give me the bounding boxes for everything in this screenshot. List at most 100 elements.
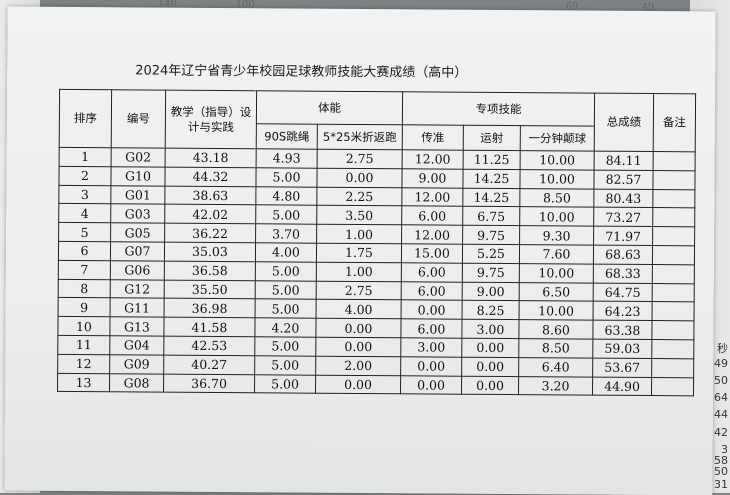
results-body: 1 G02 43.18 4.93 2.75 12.00 11.25 10.00 84.11 2 G1… <box>57 147 696 397</box>
cell-rank: 5 <box>58 222 111 242</box>
cell-teaching: 42.53 <box>163 336 255 356</box>
cell-rank: 7 <box>58 260 111 280</box>
cell-dribble: 0.00 <box>461 338 519 358</box>
background-number: 3 <box>721 443 728 456</box>
cell-rope: 4.80 <box>255 186 317 206</box>
cell-rank: 6 <box>58 241 111 261</box>
cell-juggle: 3.20 <box>518 376 593 396</box>
cell-rope: 5.00 <box>254 374 316 394</box>
header-teaching: 教学（指导）设计与实践 <box>165 90 257 149</box>
cell-teaching: 36.58 <box>164 260 256 281</box>
cell-pass: 3.00 <box>400 337 462 357</box>
cell-dribble: 5.25 <box>462 244 520 264</box>
cell-code: G09 <box>109 354 164 374</box>
cell-teaching: 35.03 <box>164 242 256 262</box>
cell-teaching: 38.63 <box>164 185 256 206</box>
cell-rope: 4.20 <box>254 317 317 338</box>
cell-rank: 13 <box>57 372 110 393</box>
cell-juggle: 10.00 <box>519 300 594 321</box>
header-code: 编号 <box>111 89 166 149</box>
cell-remark <box>652 226 695 246</box>
header-juggle: 一分钟颠球 <box>520 125 595 152</box>
cell-remark <box>652 207 695 228</box>
cell-juggle: 6.50 <box>519 282 594 302</box>
background-number: 31 <box>714 478 728 491</box>
cell-rank: 10 <box>57 316 111 336</box>
cell-code: G12 <box>110 279 165 299</box>
background-number: 64 <box>714 391 728 404</box>
cell-run: 2.25 <box>316 186 402 207</box>
cell-pass: 0.00 <box>401 300 463 320</box>
cell-pass: 12.00 <box>402 149 464 170</box>
cell-remark <box>652 283 695 303</box>
header-dribble: 运射 <box>463 125 521 151</box>
cell-teaching: 44.32 <box>164 166 257 187</box>
cell-teaching: 36.70 <box>163 373 255 394</box>
cell-rope: 4.00 <box>255 242 317 262</box>
cell-rope: 3.70 <box>255 223 317 244</box>
background-number: 秒 <box>717 342 728 355</box>
background-number: 49 <box>641 1 655 14</box>
cell-rank: 4 <box>58 203 111 223</box>
header-total: 总成绩 <box>594 93 654 152</box>
cell-rank: 11 <box>57 335 110 355</box>
background-number: 50 <box>714 374 728 387</box>
cell-pass: 12.00 <box>401 187 463 207</box>
cell-rope: 5.00 <box>254 355 316 375</box>
background-number: 44 <box>714 408 728 421</box>
cell-code: G07 <box>110 241 165 261</box>
cell-rope: 5.00 <box>254 336 316 356</box>
cell-total: 71.97 <box>593 226 653 246</box>
cell-teaching: 43.18 <box>165 148 257 168</box>
cell-rank: 12 <box>57 354 110 374</box>
background-number: 49 <box>714 357 728 370</box>
cell-juggle: 7.60 <box>519 244 594 264</box>
cell-juggle: 8.60 <box>518 319 594 340</box>
cell-code: G02 <box>111 147 166 167</box>
cell-total: 53.67 <box>592 357 652 378</box>
cell-rank: 8 <box>58 278 111 299</box>
cell-total: 68.33 <box>593 263 653 284</box>
cell-juggle: 10.00 <box>520 150 595 170</box>
cell-juggle: 8.50 <box>519 188 594 208</box>
cell-code: G05 <box>110 222 165 243</box>
cell-pass: 15.00 <box>401 243 463 263</box>
header-fitness: 体能 <box>256 90 403 125</box>
cell-teaching: 41.58 <box>163 317 256 337</box>
cell-pass: 0.00 <box>400 375 462 395</box>
background-number: 140 <box>157 0 177 10</box>
background-number: 42 <box>714 426 728 439</box>
cell-pass: 6.00 <box>401 281 463 301</box>
cell-run: 2.75 <box>317 149 403 169</box>
cell-rope: 5.00 <box>255 280 317 300</box>
cell-dribble: 8.25 <box>462 300 520 320</box>
cell-total: 68.63 <box>593 245 653 265</box>
cell-total: 64.75 <box>593 282 653 302</box>
cell-total: 63.38 <box>592 320 653 340</box>
header-shuttle-run: 5*25米折返跑 <box>317 124 403 150</box>
cell-remark <box>652 245 695 265</box>
document-title: 2024年辽宁省青少年校园足球教师技能大赛成绩（高中） <box>135 63 468 81</box>
cell-run: 0.00 <box>315 337 401 357</box>
cell-rank: 3 <box>58 184 111 205</box>
cell-total: 80.43 <box>593 188 653 208</box>
cell-remark <box>652 189 695 209</box>
cell-rope: 5.00 <box>255 205 317 225</box>
cell-code: G06 <box>110 260 165 280</box>
cell-remark <box>651 377 694 397</box>
cell-run: 0.00 <box>315 318 402 338</box>
cell-pass: 6.00 <box>400 318 463 339</box>
cell-code: G11 <box>110 298 165 318</box>
cell-dribble: 9.00 <box>462 281 520 301</box>
cell-pass: 6.00 <box>401 262 463 282</box>
cell-remark <box>652 170 696 190</box>
cell-dribble: 14.25 <box>462 187 520 208</box>
header-pass: 传准 <box>402 124 464 151</box>
cell-juggle: 10.00 <box>519 169 595 189</box>
header-rope: 90S跳绳 <box>256 123 318 150</box>
cell-dribble: 14.25 <box>462 169 521 189</box>
cell-run: 2.75 <box>316 280 402 301</box>
cell-total: 82.57 <box>593 169 654 190</box>
cell-run: 4.00 <box>316 299 402 319</box>
cell-rope: 5.00 <box>255 299 317 319</box>
